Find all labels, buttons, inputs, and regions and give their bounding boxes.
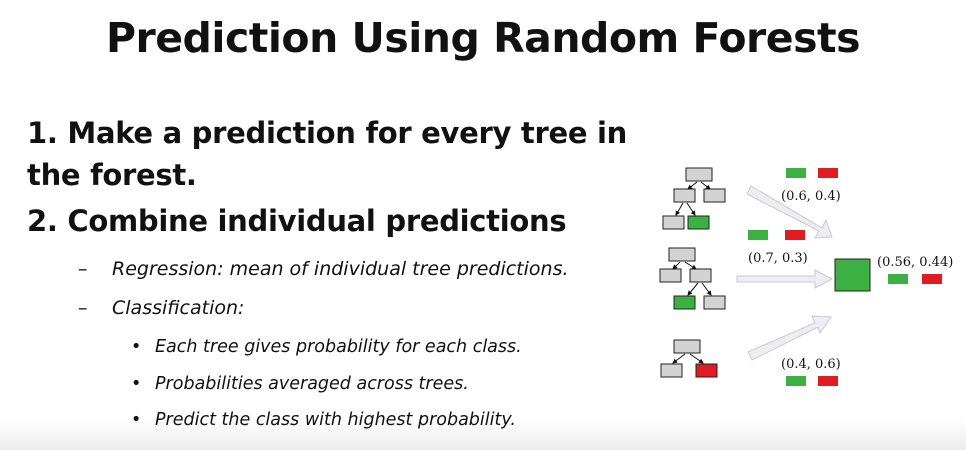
subpoint-regression-text: Regression: mean of individual tree pred…	[112, 258, 569, 280]
combine-arrow-1	[746, 185, 833, 239]
combine-arrows	[736, 185, 834, 361]
combined-prediction-box	[834, 258, 871, 292]
combined-prediction-label: (0.56, 0.44)	[877, 255, 953, 270]
tree-1-prediction-label: (0.6, 0.4)	[781, 189, 841, 204]
bullet-2: • Probabilities averaged across trees.	[131, 374, 469, 394]
slide-title: Prediction Using Random Forests	[105, 14, 861, 62]
swatch-green	[786, 376, 806, 386]
bullet-dot: •	[131, 337, 142, 357]
point-1-line-2: the forest.	[27, 158, 197, 192]
bullet-dot: •	[131, 374, 142, 394]
swatch-red	[785, 230, 805, 240]
tree-2-prediction-label: (0.7, 0.3)	[748, 251, 808, 266]
swatch-red	[922, 274, 942, 284]
decision-tree-3	[660, 339, 718, 378]
swatch-red	[818, 168, 838, 178]
tree-2-leaf	[673, 295, 696, 310]
point-1-line-1: 1. Make a prediction for every tree in	[27, 116, 628, 150]
decision-tree-1	[662, 167, 726, 230]
swatch-green	[748, 230, 768, 240]
subpoint-classification-text: Classification:	[112, 297, 245, 319]
tree-3-prediction-label: (0.4, 0.6)	[781, 357, 841, 372]
dash-marker: –	[78, 297, 88, 319]
bullet-3-text: Predict the class with highest probabili…	[155, 410, 516, 430]
tree-3-leaf	[695, 363, 718, 378]
combine-arrow-2	[736, 269, 834, 289]
dash-marker: –	[78, 258, 88, 280]
swatch-red	[818, 376, 838, 386]
bullet-2-text: Probabilities averaged across trees.	[155, 374, 469, 394]
bullet-1-text: Each tree gives probability for each cla…	[155, 337, 522, 357]
point-2: 2. Combine individual predictions	[27, 204, 567, 238]
subpoint-regression: – Regression: mean of individual tree pr…	[78, 258, 569, 280]
tree-1-leaf	[687, 215, 710, 230]
swatch-green	[786, 168, 806, 178]
swatch-green	[888, 274, 908, 284]
combine-arrow-3	[747, 315, 832, 361]
subpoint-classification: – Classification:	[78, 297, 245, 319]
bullet-dot: •	[131, 410, 142, 430]
bullet-1: • Each tree gives probability for each c…	[131, 337, 522, 357]
bullet-3: • Predict the class with highest probabi…	[131, 410, 516, 430]
probability-swatches	[748, 168, 942, 386]
decision-tree-2	[659, 247, 726, 310]
